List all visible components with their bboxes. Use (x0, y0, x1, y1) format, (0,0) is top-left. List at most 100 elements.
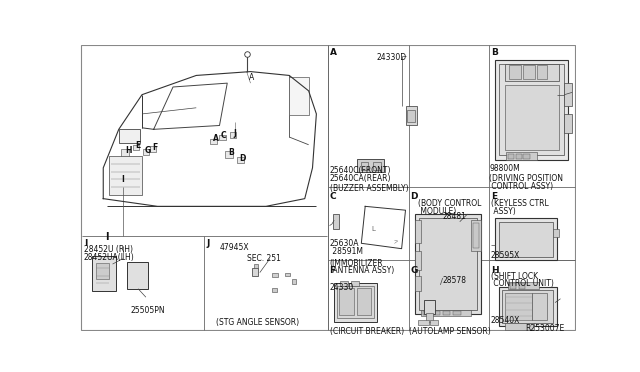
Ellipse shape (249, 198, 283, 218)
Text: J: J (234, 129, 236, 138)
Text: ANTENNA ASSY): ANTENNA ASSY) (330, 266, 394, 275)
Ellipse shape (331, 125, 336, 130)
Bar (508, 154, 514, 158)
Text: 98800M: 98800M (489, 164, 520, 173)
Text: CONTROL UNIT): CONTROL UNIT) (491, 279, 554, 289)
Bar (292, 279, 296, 284)
Text: (CIRCUIT BREAKER): (CIRCUIT BREAKER) (330, 327, 404, 336)
Ellipse shape (320, 83, 421, 153)
Text: 24330D: 24330D (376, 53, 406, 62)
Text: F: F (152, 142, 158, 151)
Text: (IMMOBILIZER: (IMMOBILIZER (330, 259, 383, 268)
Bar (505, 293, 532, 320)
Ellipse shape (393, 135, 398, 140)
Bar (339, 288, 355, 315)
Ellipse shape (355, 115, 361, 120)
Text: I: I (105, 232, 108, 242)
Ellipse shape (331, 115, 336, 120)
Ellipse shape (355, 106, 361, 110)
Bar (252, 268, 259, 276)
Text: H: H (125, 147, 131, 155)
Bar (499, 287, 557, 326)
Ellipse shape (97, 286, 111, 296)
Text: SEC. 251: SEC. 251 (246, 254, 280, 263)
Bar (356, 288, 371, 315)
Bar (119, 129, 140, 143)
Bar (95, 263, 109, 279)
Bar (358, 158, 384, 173)
Bar (495, 60, 568, 160)
Bar (351, 281, 359, 286)
Bar (415, 220, 421, 243)
Text: 47945X: 47945X (220, 243, 249, 251)
Text: (BODY CONTROL: (BODY CONTROL (418, 199, 481, 208)
Bar (415, 276, 421, 291)
Bar (143, 150, 149, 155)
Ellipse shape (393, 115, 398, 120)
Bar (219, 135, 226, 140)
Text: B: B (491, 48, 498, 58)
Text: D: D (239, 154, 246, 163)
Bar (495, 218, 557, 260)
Text: 28540X: 28540X (491, 317, 520, 326)
Bar (524, 154, 529, 158)
Ellipse shape (141, 133, 155, 141)
Ellipse shape (97, 252, 111, 261)
Bar (443, 311, 451, 315)
Bar (499, 222, 553, 257)
Text: 28452UA(LH): 28452UA(LH) (84, 253, 134, 262)
Text: 28452U (RH): 28452U (RH) (84, 245, 133, 254)
Text: 25630A: 25630A (330, 240, 359, 248)
Ellipse shape (224, 266, 238, 278)
Bar (289, 77, 308, 115)
Text: ASSY): ASSY) (491, 207, 515, 216)
Text: D: D (410, 192, 418, 202)
Text: C: C (330, 192, 336, 202)
Text: I: I (84, 240, 87, 248)
Bar (553, 230, 559, 237)
Bar (516, 154, 522, 158)
Polygon shape (557, 212, 564, 260)
Ellipse shape (343, 135, 349, 140)
Ellipse shape (331, 106, 336, 110)
Bar (230, 132, 236, 138)
Bar (510, 283, 516, 289)
Bar (433, 311, 440, 315)
Text: C: C (221, 131, 226, 140)
Ellipse shape (543, 233, 554, 244)
Text: G: G (145, 145, 151, 155)
Bar (532, 293, 547, 320)
Bar (360, 163, 368, 170)
Text: (KEYLESS CTRL: (KEYLESS CTRL (491, 199, 548, 208)
Text: (BUZZER ASSEMBLY): (BUZZER ASSEMBLY) (330, 184, 408, 193)
Ellipse shape (393, 106, 398, 110)
Text: (SHIFT LOCK: (SHIFT LOCK (491, 272, 538, 281)
Bar (419, 218, 477, 310)
Bar (422, 311, 430, 315)
Bar (505, 64, 559, 81)
Ellipse shape (355, 135, 361, 140)
Bar (415, 214, 481, 314)
Text: 25505PN: 25505PN (131, 307, 165, 315)
Ellipse shape (368, 106, 373, 110)
Bar (109, 156, 142, 195)
Ellipse shape (368, 145, 373, 150)
Text: CONTROL ASSY): CONTROL ASSY) (489, 183, 554, 192)
Bar (132, 145, 139, 150)
Ellipse shape (343, 115, 349, 120)
Ellipse shape (268, 271, 292, 293)
Text: (STG ANGLE SENSOR): (STG ANGLE SENSOR) (216, 318, 299, 327)
Text: 28481: 28481 (443, 212, 467, 221)
Bar (424, 300, 435, 314)
Bar (505, 85, 559, 150)
Bar (418, 320, 429, 325)
Bar (127, 262, 148, 289)
Ellipse shape (540, 302, 550, 311)
Ellipse shape (140, 198, 175, 218)
Ellipse shape (368, 125, 373, 130)
Text: A: A (249, 73, 254, 82)
Bar (333, 214, 339, 230)
Ellipse shape (326, 87, 415, 148)
Ellipse shape (380, 135, 386, 140)
Text: A: A (212, 134, 219, 143)
